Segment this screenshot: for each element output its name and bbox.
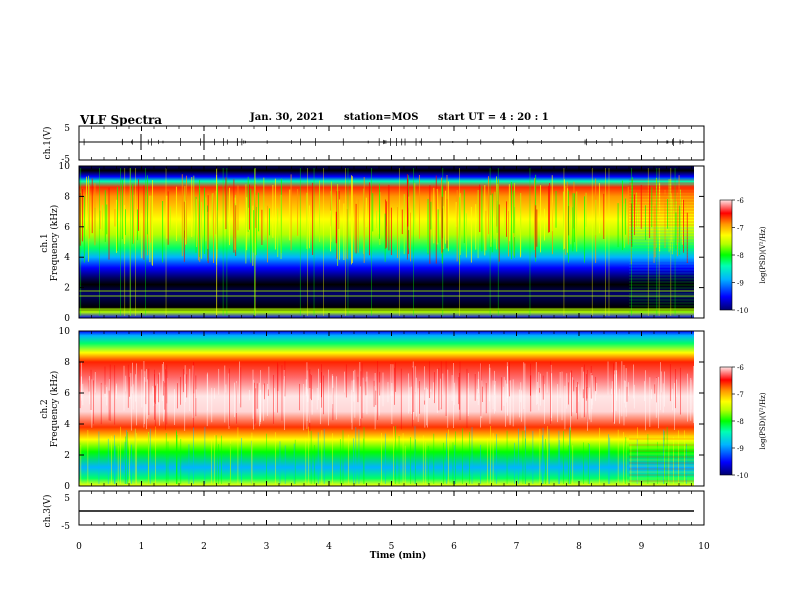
colorbar-tick-label: -8	[737, 418, 744, 426]
ch2-colorbar-label: log(PSD)(V²/Hz)	[759, 392, 767, 449]
ch1-waveform-panel	[78, 125, 705, 161]
x-tick-label: 9	[639, 542, 645, 552]
ch2-spectrogram-yticks: 0 2 4 6 8 10	[59, 327, 704, 492]
colorbar-tick-label: -6	[737, 364, 744, 372]
chart-title: VLF Spectra	[80, 113, 163, 127]
ch2-spectrogram-ylabel-line2: Frequency (kHz)	[49, 371, 60, 448]
ch1-colorbar-label: log(PSD)(V²/Hz)	[759, 226, 767, 283]
x-tick-labels: 0 1 2 3 4 5 6 7 8 9 10	[76, 542, 710, 552]
date-label: Jan. 30, 2021	[250, 112, 325, 123]
ch2-spectrogram-ylabel-line1: ch.2	[40, 399, 50, 418]
y-tick-label: 2	[64, 284, 70, 294]
x-tick-label: 7	[514, 542, 520, 552]
y-tick-label: 10	[59, 327, 71, 337]
x-tick-label: 5	[389, 542, 395, 552]
y-tick-label: 6	[64, 389, 70, 399]
ch1-colorbar: -6 -7 -8 -9 -10 log(PSD)(V²/Hz)	[719, 197, 767, 315]
ch1-ytick-top: 5	[64, 124, 70, 134]
y-tick-label: 8	[64, 192, 70, 202]
x-axis-label: Time (min)	[370, 550, 427, 561]
x-tick-label: 2	[201, 542, 207, 552]
ch1-waveform-spikes	[83, 134, 692, 150]
y-tick-label: 4	[64, 420, 70, 430]
colorbar-tick-label: -6	[737, 197, 744, 205]
ch3-ytick-bottom: -5	[61, 522, 70, 532]
y-tick-label: 0	[64, 314, 70, 324]
start-time-label: start UT = 4 : 20 : 1	[438, 112, 549, 123]
y-tick-label: 4	[64, 253, 70, 263]
colorbar-tick-label: -10	[737, 307, 748, 315]
station-label: station=MOS	[344, 112, 419, 123]
ch2-spectrogram-streaks	[78, 361, 694, 484]
x-tick-label: 10	[698, 542, 710, 552]
colorbar-tick-label: -9	[737, 445, 744, 453]
y-tick-label: 6	[64, 223, 70, 233]
ch3-waveform-panel	[78, 490, 705, 526]
y-tick-label: 10	[59, 162, 71, 172]
ch1-ytick-bottom: -5	[61, 155, 70, 165]
x-tick-label: 0	[76, 542, 82, 552]
colorbar-tick-label: -9	[737, 280, 744, 288]
ch1-spectrogram-ylabel-line1: ch.1	[40, 233, 50, 252]
y-tick-label: 0	[64, 482, 70, 492]
ch1-spectrogram-panel	[78, 165, 705, 319]
colorbar-tick-label: -7	[737, 225, 744, 233]
ch3-waveform-ylabel: ch.3(V)	[42, 495, 53, 528]
ch1-waveform-ylabel: ch.1(V)	[42, 127, 53, 160]
x-tick-label: 6	[451, 542, 457, 552]
x-tick-label: 4	[326, 542, 332, 552]
x-tick-label: 3	[264, 542, 270, 552]
x-tick-label: 1	[139, 542, 145, 552]
axis-ticks	[78, 126, 705, 525]
ch3-ytick-top: 5	[64, 494, 70, 504]
ch2-spectrogram-image	[79, 331, 694, 486]
colorbar-tick-label: -7	[737, 391, 744, 399]
ch1-spectrogram-ylabel-line2: Frequency (kHz)	[49, 205, 60, 282]
x-tick-label: 8	[576, 542, 582, 552]
colorbar-tick-label: -8	[737, 252, 744, 260]
ch1-spectrogram-yticks: 0 2 4 6 8 10	[59, 162, 704, 324]
y-tick-label: 2	[64, 451, 70, 461]
ch2-spectrogram-panel	[78, 330, 705, 487]
ch1-spectrogram-streaks	[79, 168, 694, 316]
y-tick-label: 8	[64, 358, 70, 368]
ch2-colorbar: -6 -7 -8 -9 -10 log(PSD)(V²/Hz)	[719, 364, 767, 480]
colorbar-tick-label: -10	[737, 472, 748, 480]
